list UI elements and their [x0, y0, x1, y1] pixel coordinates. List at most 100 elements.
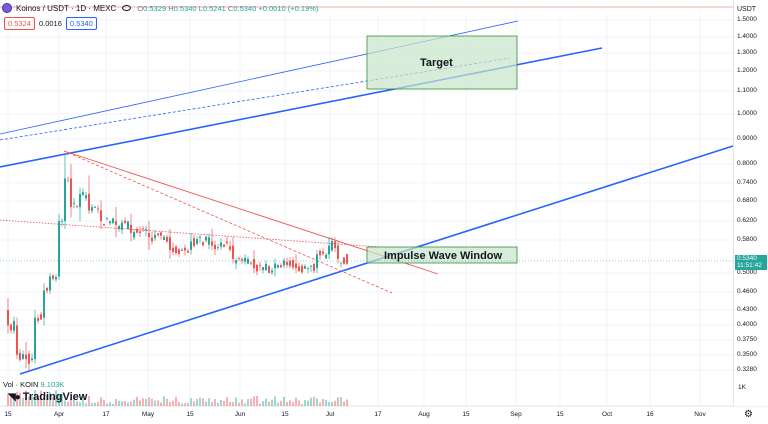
volume-bar — [82, 396, 84, 406]
volume-bar — [190, 398, 192, 406]
candle-body — [106, 217, 108, 219]
sell-button[interactable]: 0.5324 — [4, 17, 35, 30]
buy-button[interactable]: 0.5340 — [65, 17, 97, 30]
volume-bar — [166, 398, 168, 406]
time-tick-label: Aug — [418, 411, 430, 418]
volume-bar — [307, 400, 309, 406]
volume-bar — [169, 402, 171, 406]
candle-body — [310, 265, 312, 267]
candle-body — [316, 254, 318, 269]
volume-bar — [241, 399, 243, 406]
candle-body — [319, 250, 321, 256]
spread-value: 0.0016 — [38, 19, 62, 28]
candle-body — [190, 241, 192, 250]
trend-drawings — [0, 6, 734, 375]
candle-body — [76, 205, 78, 207]
candle-body — [205, 236, 207, 241]
volume-bar — [220, 399, 222, 406]
candle-body — [271, 270, 273, 273]
volume-bar — [229, 402, 231, 406]
candle-body — [241, 259, 243, 261]
candle-body — [307, 267, 309, 269]
volume-bar — [172, 400, 174, 406]
volume-bar — [256, 396, 258, 406]
volume-bar — [322, 398, 324, 406]
candle-body — [67, 180, 69, 182]
candle-body — [238, 257, 240, 259]
candle-body — [181, 249, 183, 251]
time-tick-label: 16 — [646, 411, 654, 418]
volume-bar — [73, 398, 75, 406]
candle-body — [313, 264, 315, 271]
candle-body — [199, 237, 201, 238]
candle-body — [94, 206, 96, 208]
volume-bar — [331, 402, 333, 406]
candle-body — [64, 178, 66, 221]
volume-bar — [163, 396, 165, 406]
price-tick-label: 0.5000 — [737, 269, 757, 276]
candle-body — [250, 262, 252, 264]
time-tick-label: 15 — [186, 411, 194, 418]
price-tick-label: 0.3280 — [737, 366, 757, 373]
volume-bar — [310, 397, 312, 406]
candle-body — [229, 246, 231, 250]
candle-body — [343, 257, 345, 264]
volume-bar — [133, 399, 135, 406]
volume-bar — [283, 396, 285, 406]
candle-body — [100, 210, 102, 221]
price-axis[interactable] — [733, 0, 768, 406]
volume-bar — [238, 402, 240, 406]
volume-bar — [250, 398, 252, 406]
volume-bar — [136, 396, 138, 406]
visibility-eye-icon[interactable] — [122, 5, 132, 11]
volume-bar — [127, 402, 129, 406]
candle-body — [43, 290, 45, 318]
volume-bar — [325, 399, 327, 406]
candle-body — [130, 224, 132, 233]
volume-axis-label: 1K — [738, 384, 746, 391]
candle-body — [244, 258, 246, 262]
candle-body — [163, 236, 165, 241]
volume-bar — [217, 403, 219, 406]
volume-bar — [316, 398, 318, 406]
settings-gear-icon[interactable]: ⚙ — [744, 409, 753, 420]
volume-bar — [346, 399, 348, 406]
symbol-title[interactable]: Koinos / USDT · 1D · MEXC — [16, 3, 117, 13]
impulse-wave-label[interactable]: Impulse Wave Window — [384, 250, 503, 262]
candle-body — [34, 317, 36, 360]
candle-body — [88, 193, 90, 211]
candle-body — [187, 250, 189, 253]
candle-body — [259, 264, 261, 266]
volume-bar — [181, 403, 183, 406]
time-tick-label: May — [141, 411, 155, 418]
candle-body — [301, 265, 303, 273]
candle-body — [334, 241, 336, 249]
volume-legend[interactable]: Vol · KOIN 9.103K — [3, 380, 65, 389]
volume-bar — [10, 393, 12, 406]
volume-bar — [7, 394, 9, 406]
time-tick-label: 15 — [462, 411, 470, 418]
candle-body — [322, 251, 324, 254]
volume-bar — [55, 390, 57, 406]
candle-body — [79, 193, 81, 208]
candle-body — [73, 202, 75, 204]
volume-bar — [178, 401, 180, 406]
candle-body — [70, 178, 72, 208]
candle-body — [136, 229, 138, 233]
resistance-red-dashed-line — [63, 150, 393, 294]
candle-body — [280, 265, 282, 268]
time-tick-label: 15 — [4, 411, 12, 418]
candle-body — [109, 221, 111, 224]
symbol-header[interactable]: Koinos / USDT · 1D · MEXC O0.5329 H0.534… — [0, 0, 318, 16]
tradingview-logo[interactable]: ◥● TradingView — [8, 391, 88, 403]
candle-body — [184, 247, 186, 251]
candle-body — [103, 224, 105, 226]
candle-body — [148, 232, 150, 238]
price-tick-label: 0.3750 — [737, 336, 757, 343]
candle-body — [214, 244, 216, 250]
candle-body — [25, 354, 27, 360]
volume-bar — [154, 400, 156, 406]
target-label[interactable]: Target — [420, 57, 453, 69]
volume-bar — [49, 391, 51, 406]
